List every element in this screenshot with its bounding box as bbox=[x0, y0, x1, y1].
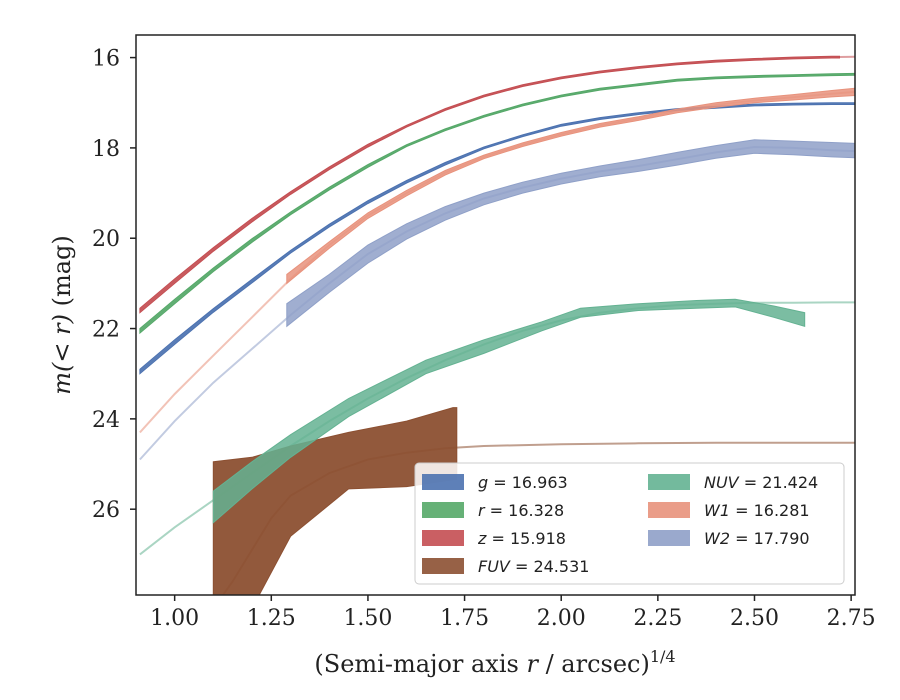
legend-frame bbox=[414, 462, 845, 585]
x-axis-label: (Semi-major axis r / arcsec)1/4 bbox=[314, 647, 675, 678]
legend-label-g: g = 16.963 bbox=[478, 473, 568, 492]
legend-label-r: r = 16.328 bbox=[478, 501, 564, 520]
band-r bbox=[139, 72, 855, 335]
x-tick-label: 2.50 bbox=[730, 606, 779, 631]
legend-swatch-r bbox=[422, 502, 464, 518]
band-g bbox=[139, 102, 855, 375]
plot-area bbox=[139, 55, 855, 595]
y-tick-label: 16 bbox=[92, 47, 120, 72]
legend-label-z: z = 15.918 bbox=[477, 529, 566, 548]
y-tick-label: 20 bbox=[92, 227, 120, 252]
legend-label-nuv: NUV = 21.424 bbox=[704, 473, 818, 492]
x-axis: 1.00 1.25 1.50 1.75 2.00 2.25 2.50 2.75 bbox=[150, 595, 876, 631]
x-tick-label: 2.75 bbox=[827, 606, 876, 631]
x-tick-label: 1.25 bbox=[247, 606, 296, 631]
band-w2 bbox=[286, 139, 855, 328]
legend-label-w1: W1 = 16.281 bbox=[704, 501, 810, 520]
x-tick-label: 1.50 bbox=[343, 606, 392, 631]
x-tick-label: 2.00 bbox=[537, 606, 586, 631]
legend-swatch-w1 bbox=[648, 502, 690, 518]
y-tick-label: 24 bbox=[92, 408, 120, 433]
legend-label-fuv: FUV = 24.531 bbox=[478, 557, 589, 576]
y-tick-label: 26 bbox=[92, 498, 120, 523]
y-tick-label: 18 bbox=[92, 137, 120, 162]
legend-swatch-nuv bbox=[648, 474, 690, 490]
y-axis-label: m(< r) (mag) bbox=[48, 235, 76, 395]
x-tick-label: 1.75 bbox=[440, 606, 489, 631]
y-axis: 16 18 20 22 24 26 bbox=[92, 47, 136, 523]
legend-label-w2: W2 = 17.790 bbox=[704, 529, 810, 548]
band-nuv bbox=[212, 298, 806, 524]
x-tick-label: 1.00 bbox=[150, 606, 199, 631]
legend: g = 16.963 r = 16.328 z = 15.918 FUV = 24.5… bbox=[414, 462, 845, 585]
legend-swatch-g bbox=[422, 474, 464, 490]
legend-swatch-fuv bbox=[422, 558, 464, 574]
plot-frame bbox=[135, 34, 856, 596]
band-w1 bbox=[286, 87, 855, 285]
y-tick-label: 22 bbox=[92, 318, 120, 343]
x-tick-label: 2.25 bbox=[633, 606, 682, 631]
model-line-z bbox=[139, 55, 855, 312]
legend-swatch-w2 bbox=[648, 530, 690, 546]
band-z bbox=[139, 55, 840, 314]
legend-swatch-z bbox=[422, 530, 464, 546]
